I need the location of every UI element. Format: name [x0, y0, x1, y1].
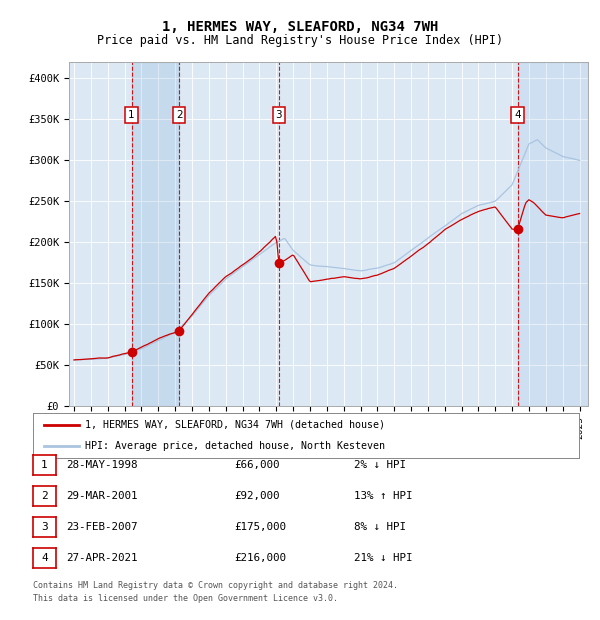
Text: 4: 4 [514, 110, 521, 120]
Bar [518, 62, 588, 406]
Text: £216,000: £216,000 [234, 553, 286, 563]
Text: 23-FEB-2007: 23-FEB-2007 [66, 522, 137, 532]
Text: £92,000: £92,000 [234, 491, 280, 501]
Text: 21% ↓ HPI: 21% ↓ HPI [354, 553, 413, 563]
Text: 27-APR-2021: 27-APR-2021 [66, 553, 137, 563]
Text: 3: 3 [41, 522, 48, 532]
Bar [131, 62, 179, 406]
Text: This data is licensed under the Open Government Licence v3.0.: This data is licensed under the Open Gov… [33, 593, 338, 603]
Text: 1: 1 [128, 110, 135, 120]
Text: 1, HERMES WAY, SLEAFORD, NG34 7WH (detached house): 1, HERMES WAY, SLEAFORD, NG34 7WH (detac… [85, 420, 385, 430]
Text: 3: 3 [275, 110, 282, 120]
Text: £175,000: £175,000 [234, 522, 286, 532]
Text: Contains HM Land Registry data © Crown copyright and database right 2024.: Contains HM Land Registry data © Crown c… [33, 581, 398, 590]
Text: 1: 1 [41, 460, 48, 470]
Text: 28-MAY-1998: 28-MAY-1998 [66, 460, 137, 470]
Text: 4: 4 [41, 553, 48, 563]
Text: 29-MAR-2001: 29-MAR-2001 [66, 491, 137, 501]
Text: 8% ↓ HPI: 8% ↓ HPI [354, 522, 406, 532]
Text: 2: 2 [41, 491, 48, 501]
Text: £66,000: £66,000 [234, 460, 280, 470]
Text: 13% ↑ HPI: 13% ↑ HPI [354, 491, 413, 501]
Text: HPI: Average price, detached house, North Kesteven: HPI: Average price, detached house, Nort… [85, 440, 385, 451]
Text: 2: 2 [176, 110, 182, 120]
Text: 1, HERMES WAY, SLEAFORD, NG34 7WH: 1, HERMES WAY, SLEAFORD, NG34 7WH [162, 20, 438, 34]
Text: Price paid vs. HM Land Registry's House Price Index (HPI): Price paid vs. HM Land Registry's House … [97, 34, 503, 47]
Text: 2% ↓ HPI: 2% ↓ HPI [354, 460, 406, 470]
